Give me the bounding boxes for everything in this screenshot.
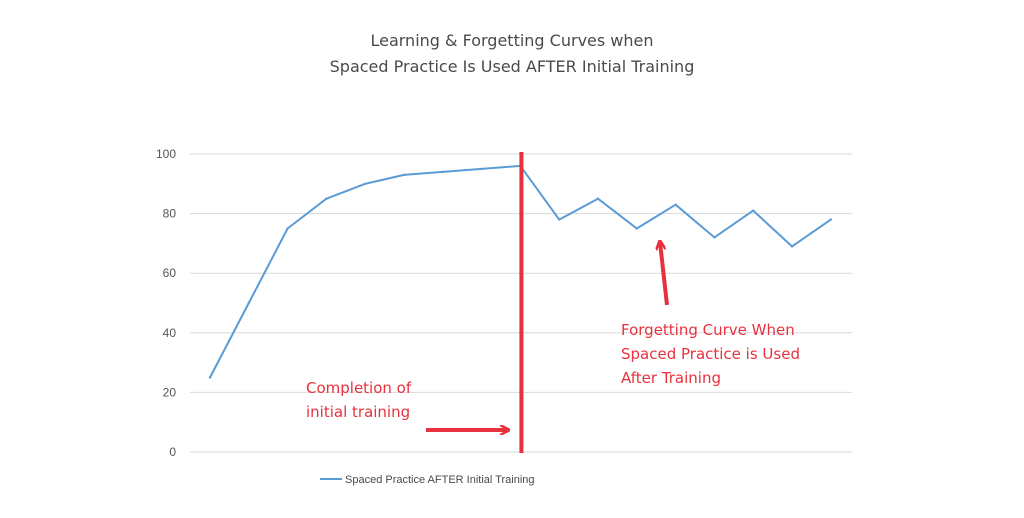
annotation-forgetting-text: Forgetting Curve When bbox=[621, 321, 795, 339]
data-point bbox=[286, 227, 289, 230]
y-tick-label: 20 bbox=[163, 385, 177, 399]
data-point bbox=[325, 197, 328, 200]
chart-subtitle: Spaced Practice Is Used AFTER Initial Tr… bbox=[329, 57, 695, 76]
data-point bbox=[558, 218, 561, 221]
annotation-forgetting-text: Spaced Practice is Used bbox=[621, 345, 800, 363]
data-point bbox=[790, 245, 794, 248]
annotation-forgetting-text: After Training bbox=[621, 369, 721, 387]
annotation-forgetting-arrow bbox=[660, 242, 669, 306]
legend: Spaced Practice AFTER Initial Training bbox=[320, 474, 535, 486]
y-axis-ticks: 0 20 40 60 80 100 bbox=[156, 147, 176, 459]
annotation-completion-text: Completion of bbox=[306, 379, 412, 397]
chart-title: Learning & Forgetting Curves when bbox=[370, 31, 654, 50]
data-point bbox=[752, 209, 755, 212]
y-tick-label: 100 bbox=[156, 147, 176, 161]
data-point bbox=[635, 227, 638, 230]
data-point bbox=[674, 203, 677, 206]
data-point bbox=[713, 236, 716, 239]
annotation-completion-text: initial training bbox=[306, 403, 410, 421]
data-point bbox=[208, 376, 212, 379]
data-point bbox=[247, 301, 250, 305]
y-tick-label: 0 bbox=[169, 445, 176, 459]
data-point bbox=[441, 170, 444, 174]
data-point bbox=[402, 173, 406, 177]
data-point bbox=[596, 197, 600, 200]
y-tick-label: 80 bbox=[163, 207, 177, 221]
data-point bbox=[829, 218, 832, 221]
y-tick-label: 60 bbox=[163, 266, 177, 280]
annotation-layer: Completion of initial training Forgetting … bbox=[306, 242, 800, 430]
data-point bbox=[480, 167, 483, 171]
legend-label: Spaced Practice AFTER Initial Training bbox=[345, 474, 535, 486]
y-tick-label: 40 bbox=[163, 326, 177, 340]
data-point bbox=[364, 182, 367, 185]
